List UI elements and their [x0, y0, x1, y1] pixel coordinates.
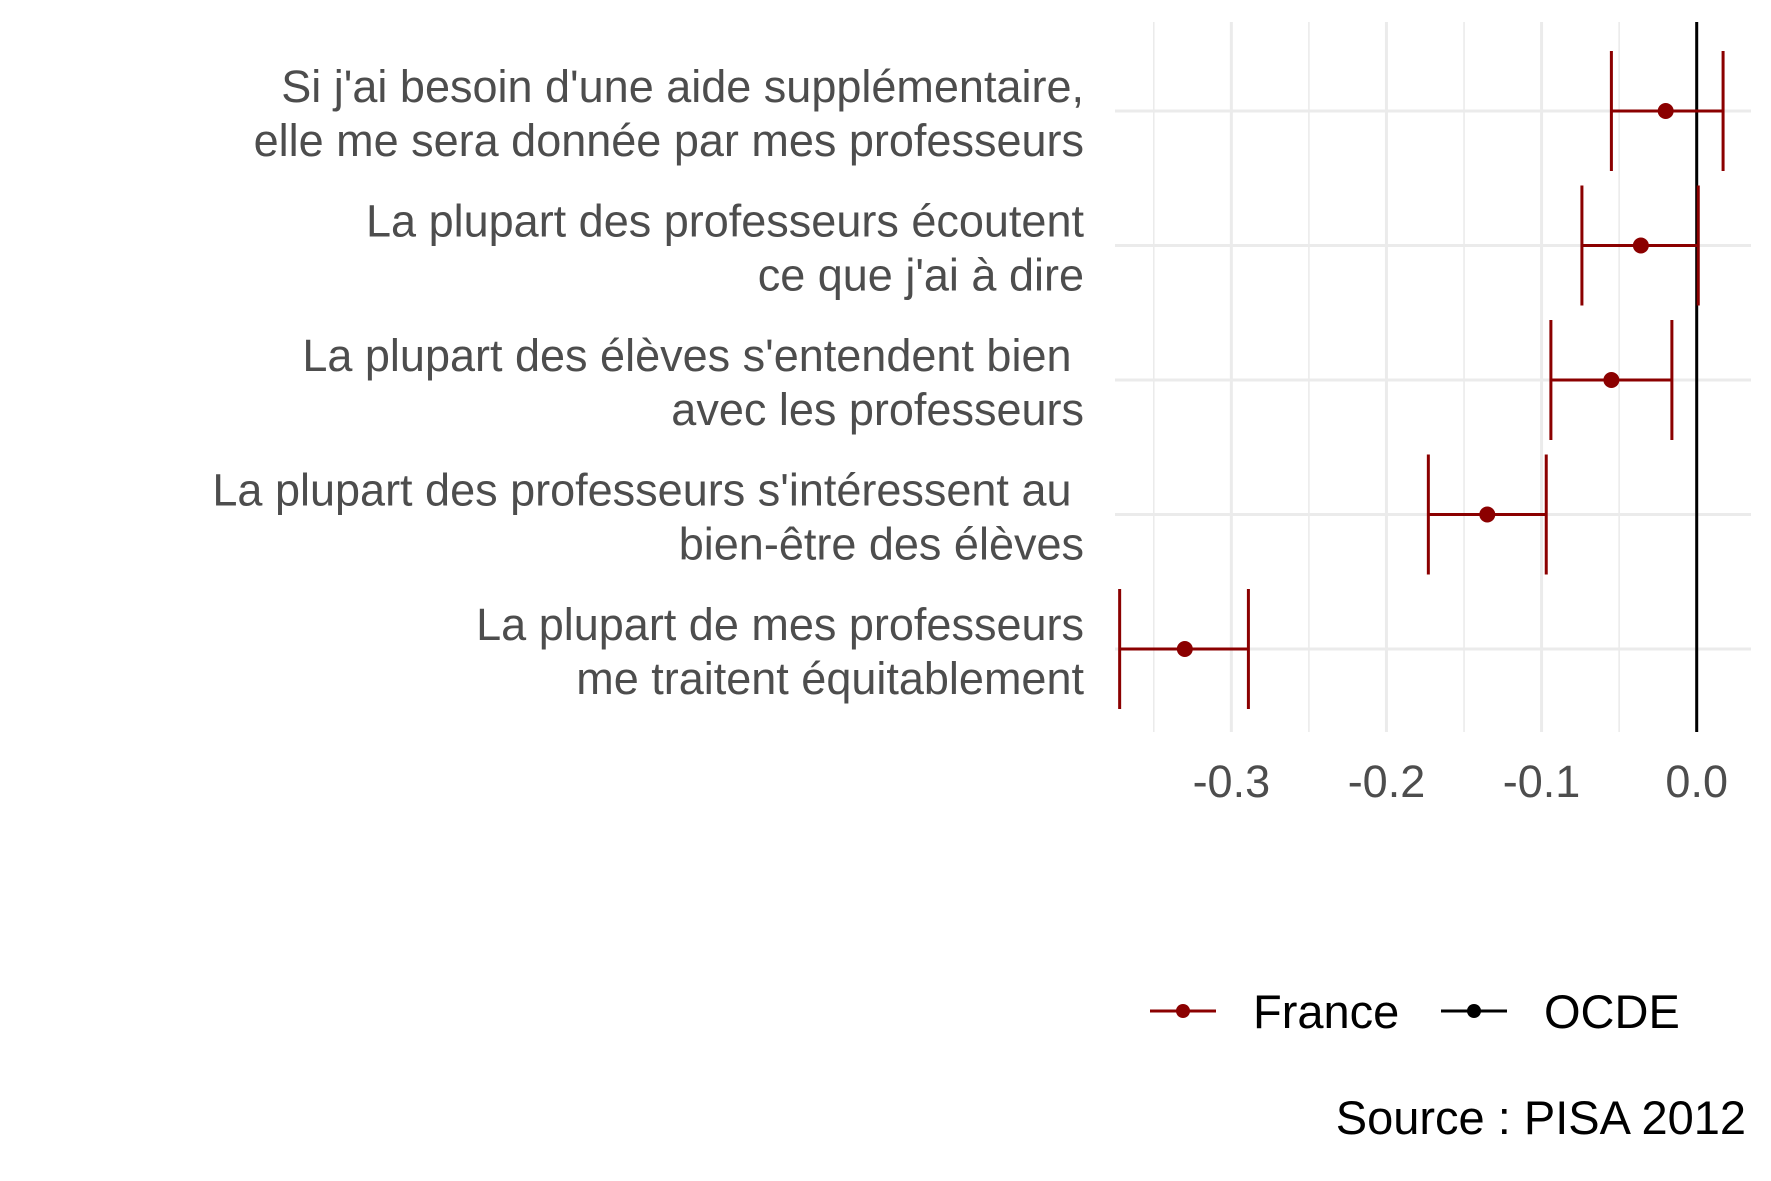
category-label-line: me traitent équitablement — [576, 653, 1084, 704]
legend-item-france: France — [1150, 985, 1399, 1038]
category-label: La plupart des élèves s'entendent bien a… — [302, 330, 1084, 435]
data-point — [1479, 506, 1496, 523]
legend-key-point — [1467, 1004, 1481, 1018]
source-caption: Source : PISA 2012 — [1336, 1091, 1746, 1144]
grid-lines — [1115, 22, 1751, 732]
category-label: La plupart des professeurs s'intéressent… — [212, 465, 1084, 570]
legend: France OCDE — [1150, 985, 1680, 1038]
category-label: La plupart des professeurs écoutent ce qu… — [366, 196, 1084, 301]
category-label-line: La plupart des professeurs écoutent — [366, 196, 1084, 247]
errorbar-0 — [1609, 51, 1725, 171]
category-label-line: La plupart de mes professeurs — [476, 599, 1084, 650]
data-point — [1632, 237, 1649, 254]
data-point — [1603, 372, 1620, 388]
category-label-line: La plupart des élèves s'entendent bien — [302, 330, 1084, 381]
category-label-line: La plupart des professeurs s'intéressent… — [212, 465, 1084, 516]
errorbar-1 — [1580, 185, 1700, 306]
x-tick-label: -0.3 — [1193, 756, 1271, 807]
category-label-line: avec les professeurs — [671, 384, 1084, 435]
errorbar-4 — [1118, 589, 1250, 709]
legend-key-point — [1176, 1004, 1190, 1018]
legend-item-ocde: OCDE — [1441, 985, 1680, 1038]
error-bars — [1118, 51, 1725, 709]
category-label: La plupart de mes professeurs me traitent… — [476, 599, 1084, 704]
category-label: Si j'ai besoin d'une aide supplémentaire… — [254, 61, 1084, 166]
legend-label: OCDE — [1544, 985, 1680, 1038]
category-label-line: Si j'ai besoin d'une aide supplémentaire… — [281, 61, 1084, 112]
x-tick-label: 0.0 — [1665, 756, 1728, 807]
errorbar-2 — [1549, 320, 1674, 440]
x-axis-ticks: -0.3 -0.2 -0.1 0.0 — [1193, 756, 1728, 807]
x-tick-label: -0.1 — [1503, 756, 1581, 807]
category-label-line: elle me sera donnée par mes professeurs — [254, 115, 1084, 166]
legend-label: France — [1253, 985, 1399, 1038]
category-labels: Si j'ai besoin d'une aide supplémentaire… — [212, 61, 1084, 704]
x-tick-label: -0.2 — [1348, 756, 1426, 807]
data-point — [1176, 641, 1193, 657]
data-point — [1657, 103, 1674, 119]
category-label-line: ce que j'ai à dire — [758, 250, 1084, 301]
category-label-line: bien-être des élèves — [679, 519, 1084, 570]
errorbar-3 — [1426, 454, 1548, 575]
